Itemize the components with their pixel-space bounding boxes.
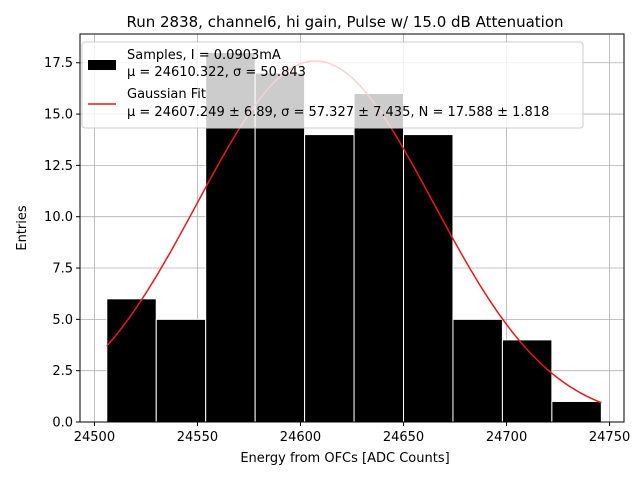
- chart-title: Run 2838, channel6, hi gain, Pulse w/ 15…: [126, 13, 563, 31]
- x-tick-label: 24700: [486, 430, 527, 445]
- x-tick-label: 24550: [177, 430, 218, 445]
- histogram-bar: [501, 339, 553, 423]
- legend-samples-label: Samples, I = 0.0903mA: [127, 48, 281, 63]
- histogram-bar: [304, 134, 355, 423]
- y-tick-label: 12.5: [44, 159, 73, 174]
- histogram-bars: [106, 51, 602, 423]
- y-tick-label: 2.5: [52, 364, 73, 379]
- y-tick-label: 0.0: [52, 416, 73, 431]
- histogram-bar: [403, 134, 454, 423]
- x-tick-label: 24650: [383, 430, 424, 445]
- histogram-bar: [353, 93, 405, 423]
- legend-box: [81, 41, 584, 129]
- legend-samples-stats: μ = 24610.322, σ = 50.843: [127, 65, 306, 80]
- x-tick-label: 24600: [280, 430, 321, 445]
- x-tick-label: 24750: [589, 430, 630, 445]
- y-axis-label: Entries: [15, 205, 30, 251]
- x-axis-label: Energy from OFCs [ADC Counts]: [240, 451, 449, 466]
- y-tick-label: 10.0: [44, 210, 73, 225]
- histogram-bar: [551, 400, 602, 423]
- x-tick-label: 24500: [74, 430, 115, 445]
- legend: Samples, I = 0.0903mA μ = 24610.322, σ =…: [81, 41, 584, 129]
- x-axis-ticks: 24500 24550 24600 24650 24700 24750: [74, 422, 630, 445]
- legend-samples-swatch: [88, 60, 116, 70]
- legend-fit-label: Gaussian Fit: [127, 87, 206, 102]
- y-tick-label: 17.5: [44, 56, 73, 71]
- y-tick-label: 15.0: [44, 108, 73, 123]
- y-axis-ticks: 0.0 2.5 5.0 7.5 10.0 12.5 15.0 17.5: [44, 56, 80, 431]
- y-tick-label: 7.5: [52, 262, 73, 277]
- plot-frame: [79, 33, 625, 423]
- histogram-bar: [452, 318, 503, 423]
- legend-fit-stats: μ = 24607.249 ± 6.89, σ = 57.327 ± 7.435…: [127, 105, 549, 120]
- y-tick-label: 5.0: [52, 313, 73, 328]
- histogram-bar: [155, 318, 207, 423]
- histogram-bar: [106, 298, 157, 423]
